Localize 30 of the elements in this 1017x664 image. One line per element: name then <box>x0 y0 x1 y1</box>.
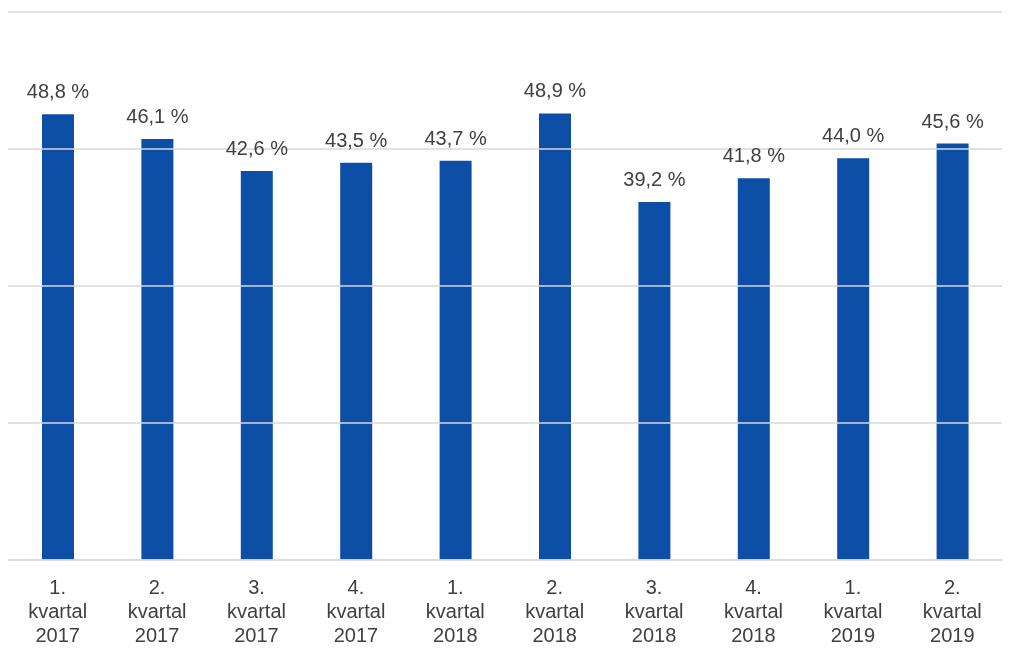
bar <box>737 178 770 560</box>
bar <box>240 170 273 560</box>
x-tick-label: 3. kvartal 2017 <box>227 576 286 646</box>
bar <box>340 162 373 560</box>
data-label: 43,7 % <box>424 126 487 149</box>
x-tick-label: 2. kvartal 2018 <box>525 576 585 646</box>
x-tick-label: 4. kvartal 2018 <box>724 576 783 646</box>
data-label: 48,9 % <box>523 79 587 102</box>
x-tick-label: 4. kvartal 2017 <box>326 576 386 646</box>
data-label: 42,6 % <box>225 136 289 159</box>
x-tick-label: 2. kvartal 2017 <box>127 576 187 646</box>
x-tick-label: 1. kvartal 2017 <box>28 576 88 646</box>
data-label: 45,6 % <box>921 109 984 132</box>
x-tick-label: 1. kvartal 2018 <box>425 576 485 646</box>
x-tick-label: 1. kvartal 2019 <box>823 576 883 646</box>
x-tick-label: 2. kvartal 2019 <box>922 576 982 646</box>
bar <box>539 113 571 560</box>
data-label: 43,5 % <box>325 128 388 151</box>
data-label: 44,0 % <box>822 124 885 147</box>
data-label: 48,8 % <box>26 80 90 103</box>
bar <box>439 160 472 560</box>
data-label: 39,2 % <box>623 167 686 190</box>
bar <box>638 201 671 560</box>
data-label: 41,8 % <box>722 144 786 167</box>
x-tick-label: 3. kvartal 2018 <box>624 576 684 646</box>
data-label: 46,1 % <box>126 104 189 127</box>
bar <box>936 143 969 560</box>
bar <box>837 158 870 560</box>
bar <box>42 114 74 560</box>
bar <box>141 138 174 560</box>
